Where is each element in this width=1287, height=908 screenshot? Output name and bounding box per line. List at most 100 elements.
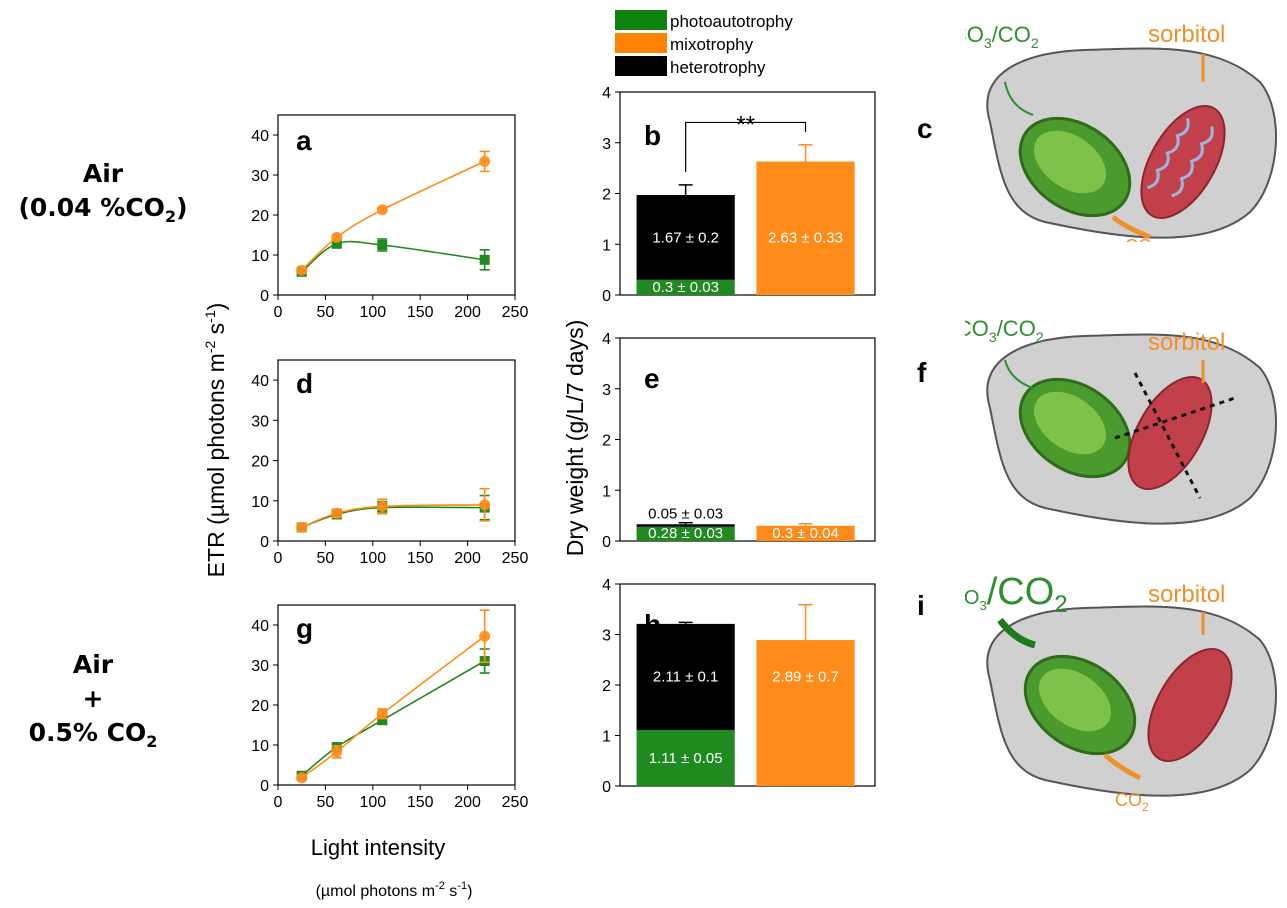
x-tick-label: 50 <box>317 550 335 567</box>
data-point-square <box>377 240 388 250</box>
mitochondrion-cristae <box>1146 117 1214 198</box>
sorbitol-label: sorbitol <box>1148 581 1225 608</box>
mitochondrion-icon <box>1127 375 1213 491</box>
inhibition-cross-icon <box>1114 372 1236 499</box>
x-axis-label: Light intensity <box>311 835 446 860</box>
y-tick-label: 2 <box>602 187 611 204</box>
condition-co2-line2: + <box>82 684 104 713</box>
y-tick-label: 0 <box>260 534 269 551</box>
x-tick-label: 50 <box>317 304 335 321</box>
bar-mixotrophy <box>756 525 855 541</box>
y-tick-label: 40 <box>251 618 269 635</box>
co2-arrow-icon <box>1103 753 1142 781</box>
series-line <box>301 660 486 777</box>
x-tick-label: 50 <box>317 794 335 811</box>
chloroplast-inner <box>1038 668 1112 732</box>
panel-h-dry-weight-chart: 0 1 2 3 4 1.11 ± 0.05 2.11 ± 0.1 2.89 ± 0.7 <box>602 577 876 796</box>
panel-letter-d: d <box>296 368 313 399</box>
data-point-circle <box>376 708 388 720</box>
panel-letter-i: i <box>917 590 925 621</box>
panel-e-dry-weight-chart: 0 1 2 3 4 0.28 ± 0.03 0.05 ± 0.03 0.3 ± 0.04 <box>602 331 876 551</box>
x-tick-label: 250 <box>502 794 529 811</box>
x-tick-label: 150 <box>407 550 434 567</box>
respired-co2-label: CO2 <box>1125 236 1159 242</box>
x-tick-label: 100 <box>359 794 386 811</box>
data-point-circle <box>296 772 308 784</box>
mitochondrion-icon <box>1140 104 1226 220</box>
chloroplast-inner <box>1033 130 1107 194</box>
panel-letter-e: e <box>644 363 660 394</box>
y-tick-label: 0 <box>602 288 611 305</box>
data-point-circle <box>296 264 308 276</box>
condition-co2-line1: Air <box>72 650 114 679</box>
series-line <box>301 635 486 779</box>
legend-label-mixotrophy: mixotrophy <box>670 35 754 54</box>
bar-photoautotrophy <box>636 279 735 295</box>
bar-label-photoautotrophy: 1.11 ± 0.05 <box>649 750 723 767</box>
x-tick-label: 0 <box>274 794 283 811</box>
panel-letter-a: a <box>296 125 312 156</box>
series-line <box>301 506 485 529</box>
bar-label-mixotrophy: 2.89 ± 0.7 <box>772 669 839 686</box>
panel-letter-g: g <box>296 613 313 644</box>
bar-label-photoautotrophy: 0.28 ± 0.03 <box>648 525 723 542</box>
bar-heterotrophy <box>636 623 735 730</box>
y-tick-label: 4 <box>602 85 611 102</box>
respired-co2-label: CO2 <box>1115 790 1149 814</box>
inorganic-arrow-icon <box>997 617 1036 649</box>
y-tick-label: 20 <box>251 454 269 471</box>
x-axis-unit: (µmol photons m-2 s-1) <box>316 880 473 900</box>
y-tick-label: 0 <box>260 288 269 305</box>
series-line <box>301 240 485 273</box>
x-tick-label: 150 <box>407 794 434 811</box>
condition-air-line2: (0.04 %CO2) <box>18 193 188 226</box>
condition-air-line1: Air <box>82 159 124 188</box>
data-point-circle <box>376 500 388 512</box>
y-tick-label: 40 <box>251 373 269 390</box>
legend-swatch-photoautotrophy <box>615 10 667 30</box>
panel-b-dry-weight-chart: 0 1 2 3 4 0.3 ± 0.03 1.67 ± 0.2 2.63 ± 0.33 ** <box>602 85 876 305</box>
inorganic-carbon-label: HCO3/CO2 <box>965 316 1044 345</box>
legend-label-photoautotrophy: photoautotrophy <box>670 12 793 31</box>
y-tick-label: 10 <box>251 738 269 755</box>
diagram-f: HCO3/CO2 sorbitol <box>965 316 1277 525</box>
bar-heterotrophy <box>636 524 735 527</box>
data-point-circle <box>331 507 343 519</box>
bar-photoautotrophy <box>636 729 735 786</box>
co2-arrow-icon <box>1111 215 1151 240</box>
bar-heterotrophy <box>636 195 735 280</box>
x-tick-label: 100 <box>359 550 386 567</box>
x-tick-label: 200 <box>454 794 481 811</box>
series-line <box>301 504 485 529</box>
condition-co2-line3: 0.5% CO2 <box>28 718 158 751</box>
y-tick-label: 1 <box>602 729 611 746</box>
data-point-circle <box>376 204 388 216</box>
y-tick-label: 30 <box>251 413 269 430</box>
data-point-circle <box>479 499 491 511</box>
y-tick-label: 3 <box>602 382 611 399</box>
data-point-circle <box>479 155 491 167</box>
bar-label-photoautotrophy: 0.3 ± 0.03 <box>652 279 719 296</box>
bar-label-heterotrophy: 2.11 ± 0.1 <box>653 669 719 686</box>
data-point-circle <box>331 746 343 758</box>
x-tick-label: 250 <box>502 304 529 321</box>
y-tick-label: 1 <box>602 483 611 500</box>
panel-letter-h: h <box>644 609 661 640</box>
x-tick-label: 200 <box>454 550 481 567</box>
significance-bracket <box>685 121 807 173</box>
chloroplast-inner <box>1033 391 1107 455</box>
panel-letter-b: b <box>644 120 661 151</box>
legend-swatch-mixotrophy <box>615 33 667 53</box>
y-tick-label: 3 <box>602 628 611 645</box>
data-point-square <box>377 715 388 726</box>
x-tick-label: 0 <box>274 550 283 567</box>
y-tick-label: 30 <box>251 168 269 185</box>
series-line <box>301 160 486 271</box>
y-tick-label: 4 <box>602 331 611 348</box>
diagram-i: HCO3/CO2 sorbitol CO2 <box>965 571 1277 814</box>
inorganic-carbon-label: HCO3/CO2 <box>965 571 1068 618</box>
bar-label-mixotrophy: 0.3 ± 0.04 <box>772 525 839 542</box>
bar-label-heterotrophy: 0.05 ± 0.03 <box>648 505 723 522</box>
inorganic-arrow-icon <box>1004 359 1034 389</box>
